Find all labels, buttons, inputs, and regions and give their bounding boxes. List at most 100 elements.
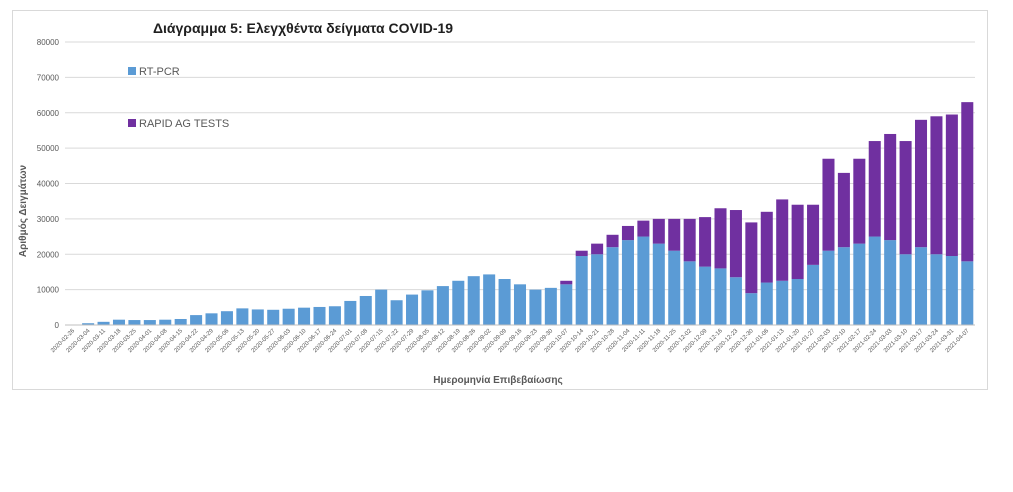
bar-rapid-ag (591, 243, 604, 255)
bar-rt-pcr (375, 289, 388, 326)
bar-rt-pcr (853, 243, 866, 325)
bar-rapid-ag (668, 218, 681, 251)
chart-frame: Διάγραμμα 5: Ελεγχθέντα δείγματα COVID-1… (12, 10, 988, 390)
bar-rt-pcr (915, 247, 928, 325)
bar-rt-pcr (421, 290, 434, 325)
bar-rt-pcr (683, 261, 696, 325)
bar-rt-pcr (344, 300, 357, 325)
bar-rt-pcr (190, 315, 203, 325)
legend-label-rt-pcr: RT-PCR (139, 66, 180, 78)
y-tick-label: 40000 (37, 180, 60, 189)
bar-rt-pcr (205, 313, 218, 325)
x-ticks: 2020-02-262020-03-042020-03-112020-03-18… (50, 328, 971, 354)
y-tick-label: 70000 (37, 73, 60, 82)
bar-rt-pcr (128, 320, 141, 325)
bar-rapid-ag (621, 225, 634, 241)
bar-rt-pcr (406, 294, 419, 325)
legend-label-rapid-ag: RAPID AG TESTS (139, 118, 229, 130)
bar-rapid-ag (945, 114, 958, 257)
bar-rt-pcr (82, 323, 95, 325)
bar-rapid-ag (575, 250, 588, 257)
bar-rapid-ag (853, 158, 866, 244)
bar-rt-pcr (699, 266, 712, 325)
bar-rapid-ag (699, 217, 712, 267)
bar-rt-pcr (884, 240, 897, 325)
bar-rt-pcr (298, 307, 311, 325)
bar-rt-pcr (328, 306, 341, 325)
bar-rapid-ag (822, 158, 835, 251)
bar-rapid-ag (899, 141, 912, 255)
bar-rt-pcr (822, 250, 835, 325)
bars (66, 102, 974, 326)
bar-rapid-ag (868, 141, 881, 237)
bar-rt-pcr (868, 236, 881, 325)
bar-rapid-ag (760, 211, 773, 283)
bar-rt-pcr (652, 243, 665, 325)
bar-rt-pcr (174, 318, 187, 325)
x-axis-label: Ημερομηνία Επιβεβαίωσης (433, 375, 562, 386)
chart: Διάγραμμα 5: Ελεγχθέντα δείγματα COVID-1… (18, 20, 975, 386)
bar-rapid-ag (915, 119, 928, 248)
bar-rapid-ag (776, 199, 789, 281)
bar-rt-pcr (637, 236, 650, 325)
bar-rt-pcr (498, 279, 511, 325)
bar-rt-pcr (359, 295, 372, 325)
bar-rt-pcr (452, 280, 465, 325)
bar-rt-pcr (961, 261, 974, 325)
bar-rapid-ag (837, 172, 850, 248)
y-tick-label: 60000 (37, 109, 60, 118)
grid (65, 41, 975, 291)
y-tick-label: 30000 (37, 215, 60, 224)
bar-rapid-ag (729, 210, 742, 278)
bar-rt-pcr (760, 282, 773, 325)
bar-rt-pcr (236, 308, 249, 325)
bar-rt-pcr (791, 279, 804, 325)
bar-rt-pcr (143, 320, 156, 325)
bar-rt-pcr (282, 308, 295, 325)
bar-rt-pcr (513, 284, 527, 325)
bar-rt-pcr (776, 280, 789, 325)
bar-rt-pcr (529, 289, 542, 326)
legend-swatch-rt-pcr (128, 67, 136, 75)
bar-rt-pcr (97, 321, 110, 325)
y-tick-label: 20000 (37, 250, 60, 259)
bar-rt-pcr (544, 287, 557, 325)
bar-rapid-ag (714, 208, 727, 269)
bar-rt-pcr (591, 254, 604, 325)
bar-rt-pcr (837, 247, 850, 325)
bar-rt-pcr (729, 277, 742, 325)
y-ticks: 0 10000 20000 30000 40000 50000 60000 70000 8000… (37, 38, 60, 330)
bar-rapid-ag (745, 222, 758, 294)
bar-rt-pcr (436, 286, 449, 325)
bar-rapid-ag (930, 116, 943, 255)
bar-rt-pcr (575, 256, 588, 325)
legend: RT-PCR RAPID AG TESTS (128, 66, 229, 130)
bar-rt-pcr (159, 319, 172, 325)
bar-rt-pcr (267, 309, 280, 325)
chart-title: Διάγραμμα 5: Ελεγχθέντα δείγματα COVID-1… (153, 20, 453, 36)
bar-rt-pcr (112, 319, 125, 325)
bar-rapid-ag (606, 234, 619, 248)
bar-rapid-ag (683, 218, 696, 262)
bar-rt-pcr (714, 268, 727, 325)
y-tick-label: 0 (55, 321, 60, 330)
bar-rapid-ag (884, 133, 897, 241)
bar-rapid-ag (807, 204, 820, 265)
bar-rt-pcr (899, 254, 912, 325)
bar-rt-pcr (560, 284, 573, 325)
legend-swatch-rapid-ag (128, 119, 136, 127)
bar-rt-pcr (467, 276, 480, 325)
bar-rt-pcr (483, 274, 496, 325)
bar-rapid-ag (652, 218, 665, 244)
bar-rt-pcr (220, 311, 233, 325)
bar-rapid-ag (961, 102, 974, 262)
bar-rt-pcr (807, 264, 820, 325)
bar-rt-pcr (606, 247, 619, 325)
bar-rapid-ag (560, 280, 573, 285)
y-axis-label: Αριθμός Δειγμάτων (18, 164, 29, 257)
y-tick-label: 10000 (37, 286, 60, 295)
bar-rt-pcr (745, 293, 758, 325)
bar-rt-pcr (621, 240, 634, 325)
bar-rapid-ag (791, 204, 804, 280)
bar-rt-pcr (930, 254, 943, 325)
